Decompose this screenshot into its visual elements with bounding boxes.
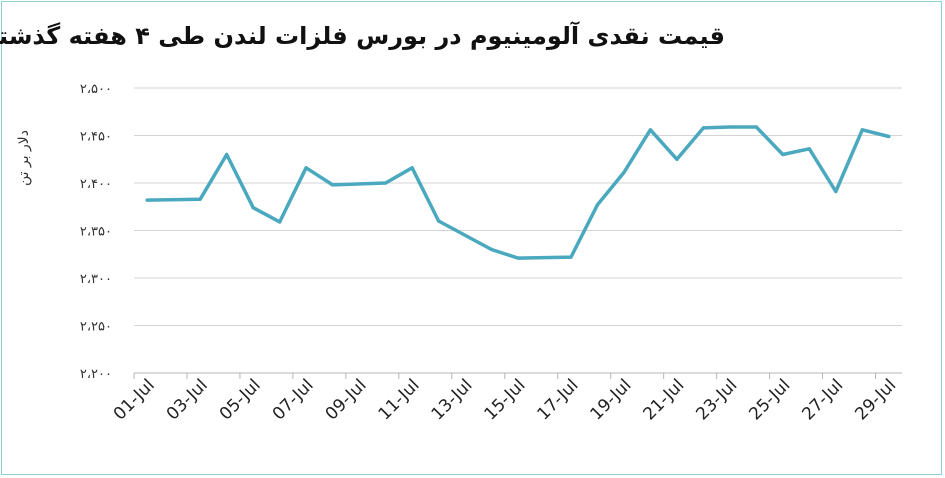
data-point <box>622 170 626 175</box>
data-point <box>807 147 811 151</box>
data-point <box>331 183 335 187</box>
data-point <box>728 125 732 129</box>
price-series-line <box>145 125 891 260</box>
data-point <box>569 255 573 259</box>
x-tick-label: 15-Jul <box>481 375 530 424</box>
y-tick-label: ۲،۴۰۰ <box>80 177 112 192</box>
data-point <box>781 152 785 157</box>
x-tick-label: 21-Jul <box>639 375 688 424</box>
data-point <box>410 166 414 170</box>
x-tick-label: 07-Jul <box>269 375 318 424</box>
x-tick-labels: 01-Jul 03-Jul 05-Jul 07-Jul 09-Jul 11-Jul 13-J… <box>110 375 900 424</box>
data-point <box>198 197 202 201</box>
data-point <box>436 219 441 223</box>
y-tick-labels: ۲،۵۰۰ ۲،۴۵۰ ۲،۴۰۰ ۲،۳۵۰ ۲،۳۰۰ ۲،۲۵۰ ۲،۲۰۰ <box>80 82 112 382</box>
data-point <box>701 126 705 130</box>
x-tick-label: 13-Jul <box>428 375 477 424</box>
y-tick-label: ۲،۳۰۰ <box>80 272 112 287</box>
data-point <box>860 128 864 132</box>
data-point <box>225 152 229 157</box>
gridlines <box>134 87 902 326</box>
data-point <box>675 157 679 161</box>
data-point <box>834 189 838 194</box>
data-point <box>489 247 494 252</box>
x-axis <box>133 372 902 379</box>
data-point <box>145 198 149 202</box>
data-point <box>754 125 758 129</box>
data-point <box>278 220 282 224</box>
x-tick-label: 17-Jul <box>534 375 583 424</box>
x-tick-label: 11-Jul <box>375 375 424 424</box>
data-point <box>516 256 520 260</box>
data-point <box>251 206 255 210</box>
x-tick-label: 01-Jul <box>110 375 159 424</box>
x-tick-label: 19-Jul <box>587 375 636 424</box>
series-lines <box>145 125 891 260</box>
y-tick-label: ۲،۲۰۰ <box>80 367 112 382</box>
data-point <box>304 166 308 170</box>
x-tick-label: 23-Jul <box>692 375 741 424</box>
data-point <box>887 134 891 139</box>
data-point <box>383 181 388 185</box>
y-tick-label: ۲،۲۵۰ <box>80 320 112 335</box>
data-point <box>648 128 653 132</box>
data-point <box>595 203 600 207</box>
y-tick-label: ۲،۴۵۰ <box>80 130 112 145</box>
y-tick-label: ۲،۵۰۰ <box>80 82 112 97</box>
x-tick-label: 03-Jul <box>163 375 212 424</box>
x-tick-label: 25-Jul <box>745 375 794 424</box>
x-tick-label: 29-Jul <box>851 375 900 424</box>
x-tick-label: 05-Jul <box>216 375 265 424</box>
x-tick-label: 09-Jul <box>322 375 371 424</box>
y-tick-label: ۲،۳۵۰ <box>80 225 112 240</box>
x-tick-label: 27-Jul <box>798 375 847 424</box>
chart-title: قیمت نقدی آلومینیوم در بورس فلزات لندن ط… <box>0 22 725 50</box>
